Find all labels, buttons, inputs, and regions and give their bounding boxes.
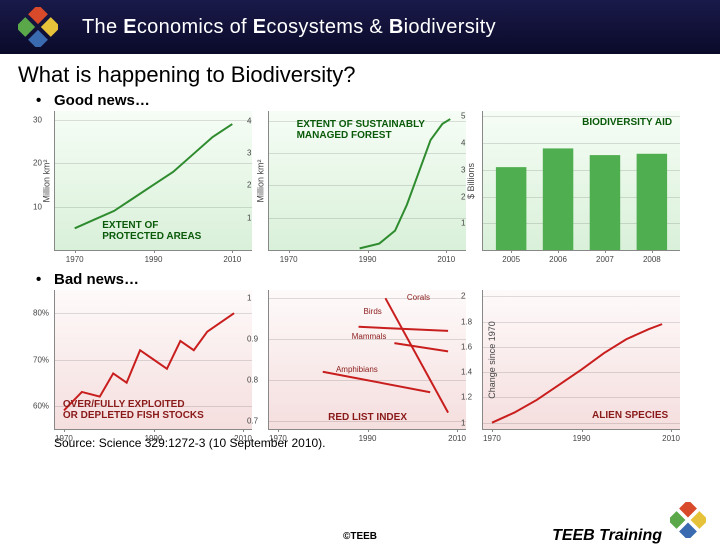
chart-card: 1234197019902010Million km²EXTENT OF SUS…	[268, 111, 466, 251]
section-title: What is happening to Biodiversity?	[0, 54, 720, 90]
teeb-logo-icon	[18, 7, 58, 47]
chart-card: 0.70.80.91197019902010RED LIST INDEXCora…	[268, 290, 466, 430]
bad-news-charts: 60%70%80%197019902010OVER/FULLY EXPLOITE…	[0, 290, 720, 430]
chart-card: 60%70%80%197019902010OVER/FULLY EXPLOITE…	[54, 290, 252, 430]
chart-card: 11.21.41.61.82197019902010Change since 1…	[482, 290, 680, 430]
chart-card: 102030197019902010Million km²EXTENT OFPR…	[54, 111, 252, 251]
good-news-label: Good news…	[0, 90, 720, 111]
bad-news-label: Bad news…	[0, 269, 720, 290]
training-label: TEEB Training	[552, 527, 662, 545]
chart-card: 123452005200620072008$ BillionsBIODIVERS…	[482, 111, 680, 251]
header-title: The Economics of Ecosystems & Biodiversi…	[82, 16, 496, 39]
header-bar: The Economics of Ecosystems & Biodiversi…	[0, 0, 720, 54]
footer-logo-icon	[670, 502, 706, 538]
good-news-charts: 102030197019902010Million km²EXTENT OFPR…	[0, 111, 720, 251]
